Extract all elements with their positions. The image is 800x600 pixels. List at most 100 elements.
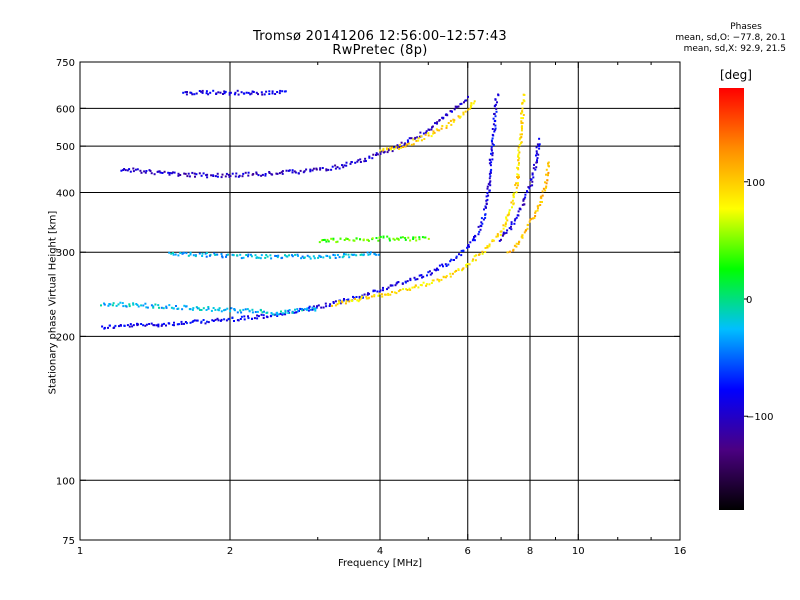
data-point — [201, 89, 204, 92]
data-point — [275, 255, 278, 257]
data-point — [247, 174, 250, 177]
data-point — [311, 306, 314, 309]
data-point — [486, 246, 489, 249]
data-point — [399, 289, 402, 292]
data-point — [325, 305, 328, 308]
data-point — [150, 172, 153, 175]
data-point — [233, 93, 236, 96]
data-point — [404, 281, 407, 284]
data-point — [220, 310, 223, 313]
data-point — [145, 306, 148, 309]
data-point — [522, 199, 525, 202]
data-point — [135, 303, 138, 305]
data-point — [377, 253, 380, 256]
data-point — [225, 254, 228, 257]
data-point — [397, 147, 400, 150]
data-point — [188, 175, 191, 178]
data-point — [373, 295, 376, 298]
data-point — [322, 256, 325, 259]
data-point — [405, 143, 408, 146]
data-point — [352, 295, 354, 298]
data-point — [237, 319, 240, 322]
data-point — [482, 218, 485, 221]
data-point — [399, 146, 401, 149]
data-point — [388, 147, 391, 150]
data-point — [180, 323, 183, 325]
data-point — [470, 102, 473, 105]
x-tick-label: 16 — [674, 546, 687, 557]
data-point — [490, 139, 493, 142]
data-point — [347, 298, 350, 301]
data-point — [231, 317, 234, 319]
data-point — [491, 142, 494, 145]
data-point — [207, 93, 210, 96]
data-point — [352, 253, 354, 256]
data-point — [393, 147, 396, 150]
data-point — [303, 256, 306, 259]
data-point — [472, 102, 475, 105]
data-point — [438, 129, 441, 132]
data-point — [453, 108, 456, 111]
colorbar: 100 0 −100 — [719, 88, 773, 510]
data-point — [393, 238, 396, 241]
data-point — [528, 187, 531, 190]
data-point — [462, 113, 465, 116]
data-point — [505, 217, 508, 220]
data-point — [246, 308, 249, 311]
data-point — [236, 311, 239, 314]
data-point — [533, 217, 536, 219]
data-point — [488, 181, 491, 184]
data-point — [128, 305, 131, 308]
data-point — [431, 125, 434, 128]
data-point — [225, 172, 228, 175]
data-point — [450, 258, 453, 261]
x-tick-label: 4 — [377, 546, 383, 557]
data-points — [100, 89, 550, 330]
data-point — [547, 161, 550, 164]
data-point — [242, 256, 245, 259]
data-point — [532, 176, 535, 179]
data-point — [522, 117, 524, 120]
data-point — [378, 292, 381, 295]
data-point — [216, 253, 219, 256]
data-point — [366, 293, 369, 296]
data-point — [513, 222, 516, 225]
data-point — [201, 252, 204, 255]
data-point — [517, 168, 520, 171]
data-point — [510, 201, 513, 204]
data-point — [205, 309, 208, 311]
data-point — [512, 194, 515, 197]
data-point — [179, 174, 182, 176]
data-point — [376, 153, 379, 156]
data-point — [481, 252, 484, 255]
data-point — [359, 253, 362, 256]
data-point — [541, 201, 543, 203]
data-point — [359, 158, 362, 161]
data-point — [239, 309, 242, 312]
data-point — [210, 309, 213, 312]
data-point — [372, 289, 375, 292]
data-point — [357, 300, 360, 303]
data-point — [186, 91, 188, 93]
data-point — [518, 151, 521, 154]
data-point — [518, 157, 521, 160]
data-point — [515, 245, 518, 248]
data-point — [480, 217, 483, 220]
data-point — [360, 253, 363, 256]
data-point — [359, 161, 362, 163]
data-point — [256, 314, 259, 317]
data-point — [409, 279, 412, 282]
data-point — [468, 263, 471, 266]
data-point — [432, 132, 435, 135]
data-point — [417, 139, 420, 142]
data-point — [394, 284, 397, 287]
data-point — [241, 175, 244, 178]
data-point — [261, 93, 264, 96]
data-point — [291, 311, 294, 314]
data-point — [323, 238, 326, 241]
data-point — [284, 90, 287, 93]
data-point — [250, 255, 253, 258]
data-point — [172, 171, 174, 174]
data-point — [445, 265, 448, 267]
data-point — [369, 253, 372, 256]
